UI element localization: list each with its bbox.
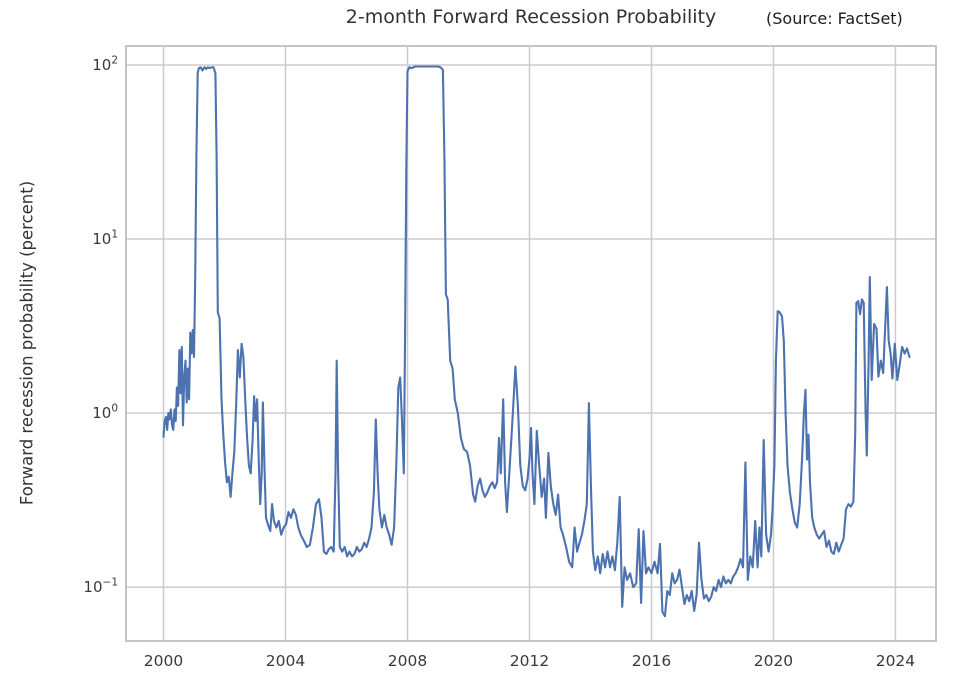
y-tick-label: 101 (92, 229, 118, 249)
x-tick-label: 2020 (754, 652, 793, 670)
y-tick-label: 10−1 (83, 577, 118, 597)
x-tick-label: 2004 (266, 652, 305, 670)
plot-border (125, 45, 937, 642)
chart-title: 2-month Forward Recession Probability (345, 6, 717, 28)
x-tick-label: 2008 (388, 652, 427, 670)
y-tick-label: 102 (92, 55, 118, 75)
x-tick-label: 2000 (144, 652, 183, 670)
source-label: (Source: FactSet) (766, 9, 903, 28)
y-tick-label: 100 (92, 403, 118, 423)
x-tick-label: 2024 (876, 652, 915, 670)
x-tick-label: 2012 (510, 652, 549, 670)
x-tick-label: 2016 (632, 652, 671, 670)
recession-probability-line (162, 65, 911, 618)
